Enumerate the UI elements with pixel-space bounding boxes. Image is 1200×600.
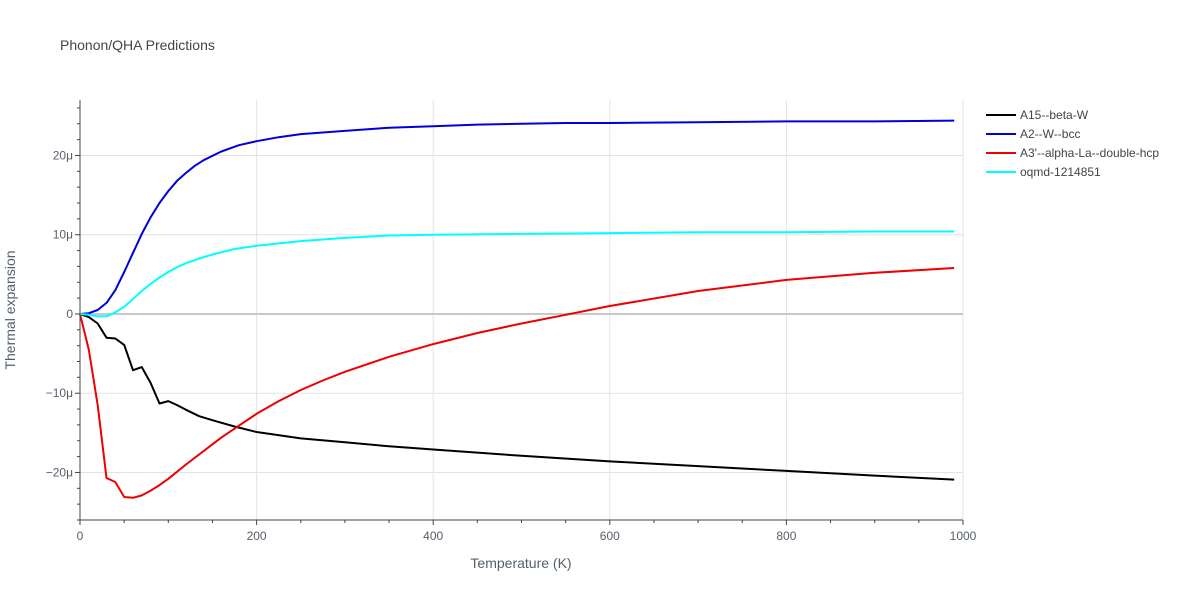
y-tick-label: −10μ [46,386,73,400]
y-axis-ticks: −20μ −10μ 0 10μ 20μ [46,148,74,479]
legend-item[interactable]: oqmd-1214851 [986,165,1101,179]
x-tick-label: 400 [423,529,443,543]
x-tick-label: 0 [77,529,84,543]
x-tick-label: 600 [600,529,620,543]
y-axis-title: Thermal expansion [2,250,18,369]
series-line-0[interactable] [79,313,955,481]
y-tick-label: 0 [66,307,73,321]
series-line-2[interactable] [79,267,955,499]
grid [80,100,964,520]
legend[interactable]: A15--beta-W A2--W--bcc A3'--alpha-La--doub… [986,108,1159,179]
x-tick-label: 200 [247,529,267,543]
x-axis-ticks: 0 200 400 600 800 1000 [77,529,977,543]
chart-title: Phonon/QHA Predictions [60,37,215,53]
legend-label: A3'--alpha-La--double-hcp [1020,146,1159,160]
legend-item[interactable]: A3'--alpha-La--double-hcp [986,146,1159,160]
x-tick-label: 1000 [950,529,977,543]
axes [75,100,964,525]
series-line-3[interactable] [79,230,955,318]
legend-label: A2--W--bcc [1020,127,1080,141]
x-tick-label: 800 [776,529,796,543]
y-tick-label: 20μ [53,148,73,162]
x-axis-title: Temperature (K) [470,555,571,571]
series-group [79,119,955,499]
legend-item[interactable]: A15--beta-W [986,108,1089,122]
y-tick-label: −20μ [46,465,73,479]
legend-item[interactable]: A2--W--bcc [986,127,1080,141]
legend-label: oqmd-1214851 [1020,165,1101,179]
legend-label: A15--beta-W [1020,108,1089,122]
y-tick-label: 10μ [53,228,73,242]
series-line-1[interactable] [79,119,955,315]
